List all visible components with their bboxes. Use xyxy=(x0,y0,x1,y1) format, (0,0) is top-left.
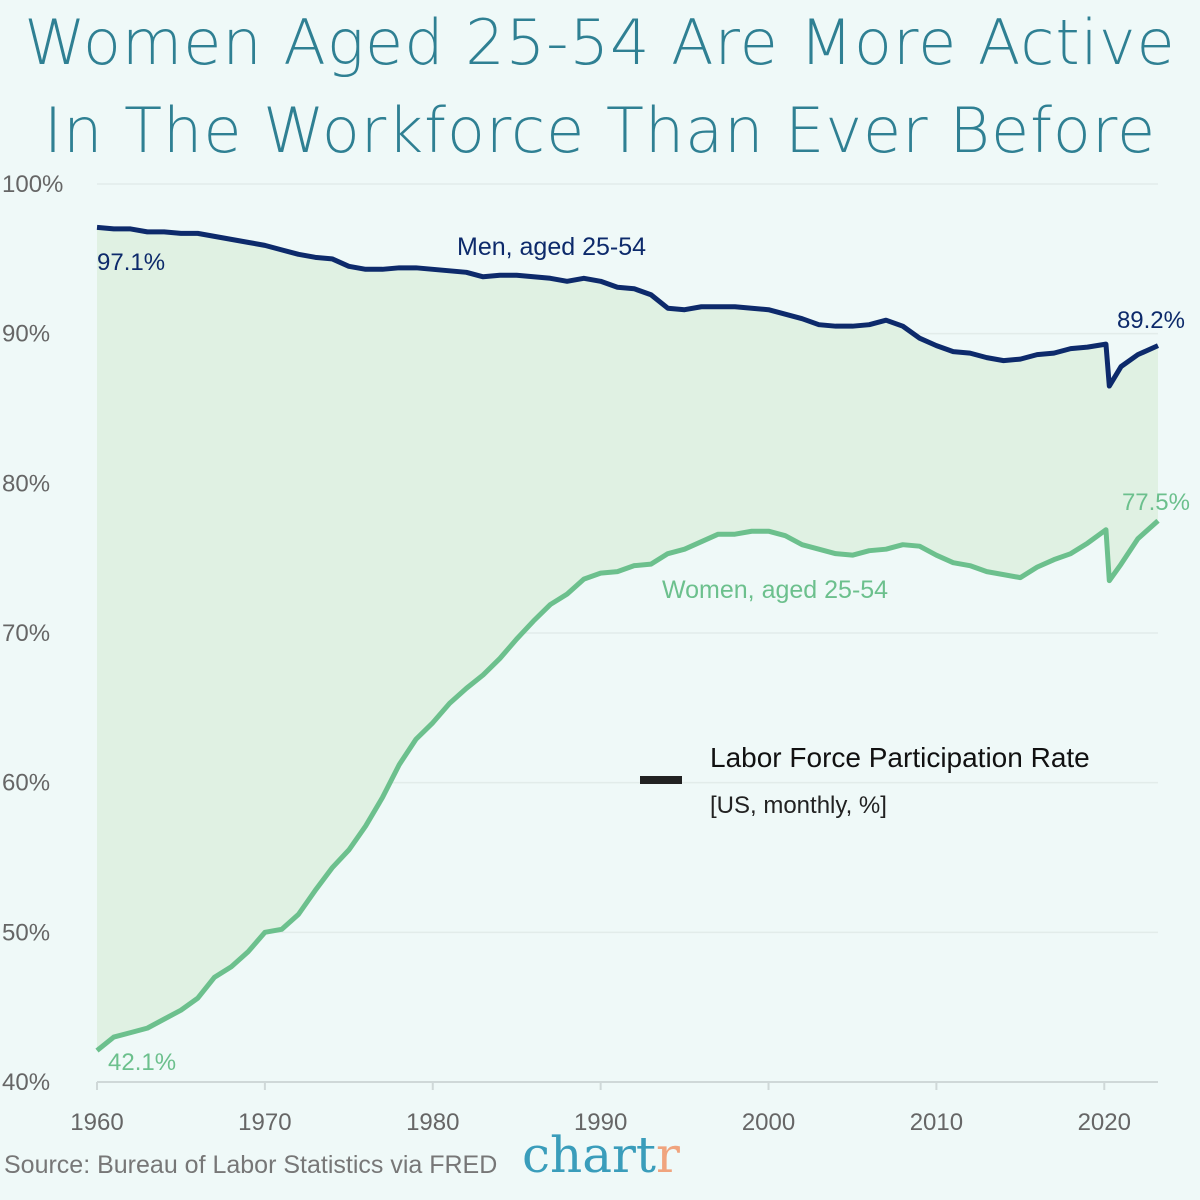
y-tick-label: 80% xyxy=(2,470,50,497)
y-tick-label: 60% xyxy=(2,770,50,797)
men-series-line xyxy=(96,224,1160,389)
x-tick-label: 1960 xyxy=(70,1109,123,1136)
x-tick-label: 2000 xyxy=(742,1109,795,1136)
y-tick-label: 100% xyxy=(2,171,63,198)
source-note: Source: Bureau of Labor Statistics via F… xyxy=(4,1151,498,1179)
chart-title-line-1: Women Aged 25-54 Are More Active xyxy=(24,6,1176,79)
chart-title-line-2: In The Workforce Than Ever Before xyxy=(43,94,1157,167)
x-tick-label: 2010 xyxy=(910,1109,963,1136)
legend-label: Labor Force Participation Rate xyxy=(710,742,1090,773)
y-tick-label: 50% xyxy=(2,919,50,946)
y-tick-label: 90% xyxy=(2,321,50,348)
chartr-logo: chartr xyxy=(522,1126,680,1184)
women-series-line xyxy=(95,518,1160,1053)
men-series-label: Men, aged 25-54 xyxy=(457,233,646,261)
legend-swatch xyxy=(640,776,682,784)
fill-between-area xyxy=(97,227,1158,1051)
y-tick-label: 70% xyxy=(2,620,50,647)
men-end-label: 89.2% xyxy=(1117,307,1185,334)
legend-sublabel: [US, monthly, %] xyxy=(710,792,887,819)
women-series-label: Women, aged 25-54 xyxy=(662,576,888,604)
x-tick-label: 2020 xyxy=(1078,1109,1131,1136)
x-tick-label: 1990 xyxy=(574,1109,627,1136)
women-end-label: 77.5% xyxy=(1122,489,1190,516)
x-tick-label: 1970 xyxy=(238,1109,291,1136)
y-tick-label: 40% xyxy=(2,1069,50,1096)
x-tick-label: 1980 xyxy=(406,1109,459,1136)
women-start-label: 42.1% xyxy=(108,1049,176,1076)
men-start-label: 97.1% xyxy=(97,249,165,276)
